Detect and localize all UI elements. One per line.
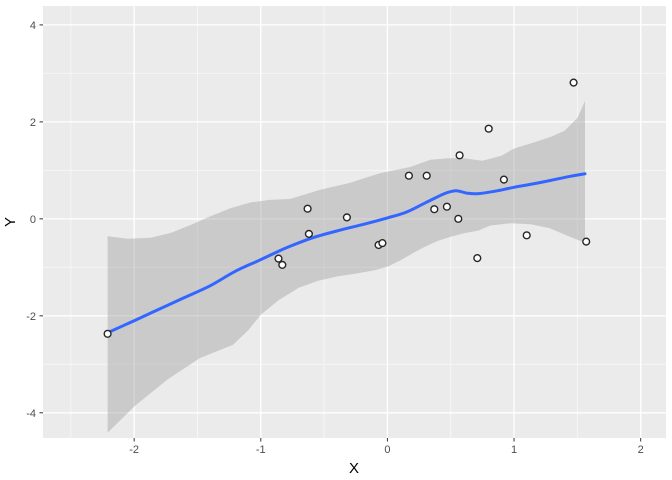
data-point (455, 151, 464, 160)
axis-tick-labels: -2 -1 0 1 2 -4 -2 0 2 4 (26, 20, 644, 456)
data-point (274, 254, 283, 263)
y-tick-label: -2 (26, 311, 36, 323)
y-tick-label: 4 (30, 20, 36, 32)
data-point (303, 204, 312, 213)
smooth-line (106, 172, 587, 335)
x-tick-label: -1 (256, 444, 266, 456)
y-tick-label: 0 (30, 214, 36, 226)
data-point (378, 239, 387, 248)
confidence-band (107, 101, 585, 433)
x-tick-label: 0 (384, 444, 390, 456)
data-point (278, 260, 287, 270)
x-tick-label: 2 (638, 444, 644, 456)
data-points (103, 78, 591, 338)
panel-background (43, 6, 666, 438)
data-point (582, 237, 591, 246)
data-point (430, 205, 439, 214)
data-point (422, 171, 431, 180)
data-point (473, 254, 482, 263)
data-point (342, 213, 352, 222)
trend-line (106, 172, 587, 335)
x-axis-title: X (349, 460, 359, 477)
y-tick-label: -4 (26, 408, 36, 420)
y-axis-title: Y (2, 217, 19, 227)
data-point (522, 231, 531, 240)
x-tick-label: -2 (129, 444, 139, 456)
x-tick-label: 1 (511, 444, 517, 456)
y-tick-label: 2 (30, 117, 36, 129)
data-point (304, 229, 314, 239)
data-point (484, 124, 493, 133)
data-point (404, 171, 414, 180)
axis-tick-marks (39, 24, 642, 442)
data-point (103, 329, 112, 338)
minor-gridlines (43, 6, 666, 438)
data-point (569, 78, 578, 87)
data-point (442, 202, 452, 211)
data-point (454, 214, 463, 223)
confidence-ribbon (107, 101, 585, 433)
data-point (499, 175, 509, 184)
